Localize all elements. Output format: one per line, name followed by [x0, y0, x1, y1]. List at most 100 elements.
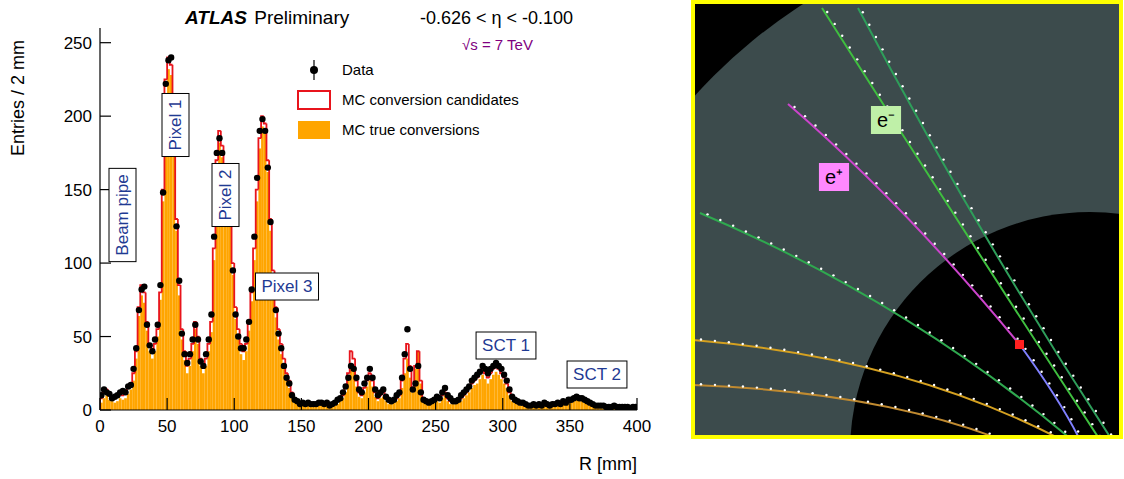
hist-bar — [460, 401, 463, 410]
ev-hit — [975, 363, 977, 365]
region-label-text: Pixel 2 — [216, 169, 235, 220]
ev-hit — [1045, 353, 1047, 355]
hist-step — [237, 307, 240, 329]
hist-bar — [452, 404, 455, 410]
data-point — [130, 366, 136, 372]
ev-track — [693, 385, 1002, 437]
region-label-box — [162, 93, 189, 156]
data-point — [351, 366, 357, 372]
data-point — [410, 386, 416, 392]
region-label-box — [255, 273, 318, 300]
ev-hit — [915, 110, 917, 112]
data-point — [160, 189, 166, 195]
ev-hit — [1064, 431, 1066, 433]
data-point — [418, 389, 424, 395]
hist-step — [181, 285, 184, 329]
data-point — [436, 395, 442, 401]
data-point — [369, 374, 375, 380]
region-label-text: Beam pipe — [113, 174, 132, 255]
x-tick-label: 400 — [623, 417, 651, 436]
hist-step — [258, 138, 261, 189]
hist-bar — [519, 406, 522, 410]
data-point — [216, 135, 222, 141]
ev-hit — [940, 339, 942, 341]
x-tick — [301, 398, 302, 410]
ev-hit — [935, 416, 937, 418]
ev-hit — [839, 396, 841, 398]
ev-hit — [797, 390, 799, 392]
hist-bar — [113, 403, 116, 410]
legend-symbol — [310, 66, 318, 74]
ev-track — [693, 340, 1062, 437]
data-point — [195, 336, 201, 342]
hist-bar — [462, 398, 465, 410]
ev-hit — [998, 379, 1000, 381]
ev-hit — [1007, 294, 1009, 296]
ev-hit — [832, 274, 834, 276]
region-label: Pixel 2 — [212, 163, 239, 226]
ev-detector-region — [693, 2, 1121, 437]
hist-bar — [199, 366, 202, 410]
hist-bar — [581, 401, 584, 410]
hist-bar — [446, 401, 449, 410]
ev-hit — [908, 409, 910, 411]
data-point — [345, 374, 351, 380]
ev-hit — [1056, 394, 1058, 396]
hist-bar — [503, 384, 506, 410]
hist-bar — [479, 379, 482, 410]
legend-entry: MC conversion candidates — [298, 91, 519, 109]
ev-hit — [922, 122, 924, 124]
ev-hit — [1022, 317, 1024, 319]
hist-bar — [264, 134, 267, 410]
ev-hit — [835, 143, 837, 145]
x-axis-title: R [mm] — [579, 454, 637, 474]
ev-hit — [1000, 282, 1002, 284]
hist-bar — [387, 404, 390, 410]
ev-hit — [952, 263, 954, 265]
ev-hit — [914, 222, 916, 224]
legend-entry: Data — [310, 60, 374, 80]
ev-hit — [728, 384, 730, 386]
ev-hit — [1076, 399, 1078, 401]
ev-hit — [992, 243, 994, 245]
hist-step — [146, 292, 149, 321]
ev-hit — [959, 393, 961, 395]
ev-hit — [1031, 404, 1033, 406]
hist-bar — [339, 401, 342, 410]
hist-bar — [449, 404, 452, 410]
hist-bar — [189, 366, 192, 410]
hist-bar — [261, 126, 264, 410]
hist-bar — [108, 400, 111, 410]
ev-hit — [852, 362, 854, 364]
hist-bar — [573, 401, 576, 410]
data-point — [133, 345, 139, 351]
data-point — [184, 360, 190, 366]
hist-step — [132, 373, 135, 383]
hist-bar — [369, 381, 372, 410]
ev-hit — [929, 331, 931, 333]
ev-hit — [949, 419, 951, 421]
data-point — [173, 223, 179, 229]
ev-hit — [879, 94, 881, 96]
hist-step — [138, 307, 141, 351]
ev-hit — [864, 70, 866, 72]
ev-hit — [853, 398, 855, 400]
ev-hit — [867, 400, 869, 402]
hist-bar — [484, 379, 487, 410]
x-tick — [167, 398, 168, 410]
ev-hit — [1080, 386, 1082, 388]
hist-bar — [481, 375, 484, 410]
region-label: Beam pipe — [109, 168, 136, 261]
ev-hit — [963, 195, 965, 197]
hist-bar — [234, 319, 237, 410]
hist-bar — [358, 397, 361, 410]
x-tick — [502, 398, 503, 410]
ev-hit — [871, 82, 873, 84]
ev-hit — [924, 164, 926, 166]
ev-hit — [700, 383, 702, 385]
ev-hit — [856, 58, 858, 60]
data-point — [501, 372, 507, 378]
ev-hit — [1006, 267, 1008, 269]
hist-bar — [105, 395, 108, 410]
ev-hit — [1057, 351, 1059, 353]
